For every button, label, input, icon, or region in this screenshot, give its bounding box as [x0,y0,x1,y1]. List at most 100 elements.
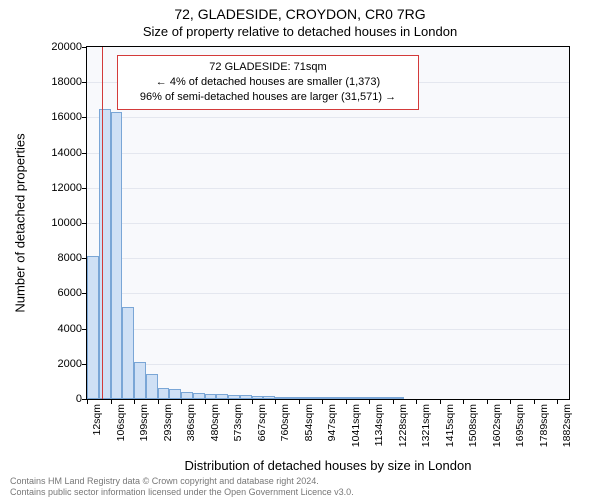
chart-container: 72, GLADESIDE, CROYDON, CR0 7RG Size of … [0,0,600,500]
ytick-label: 14000 [22,148,82,159]
xtick-mark [346,399,347,404]
xtick-label: 760sqm [279,404,291,464]
xtick-label: 106sqm [115,404,127,464]
xtick-mark [252,399,253,404]
footer-text: Contains HM Land Registry data © Crown c… [10,476,354,497]
xtick-mark [416,399,417,404]
gridline [87,188,569,189]
ytick-label: 16000 [22,112,82,123]
ytick-mark [82,47,87,48]
ytick-label: 18000 [22,77,82,88]
histogram-bar [158,388,170,399]
annotation-line: 72 GLADESIDE: 71sqm [126,60,410,75]
chart-title-address: 72, GLADESIDE, CROYDON, CR0 7RG [0,6,600,22]
histogram-bar [216,394,228,399]
ytick-mark [82,223,87,224]
xtick-label: 199sqm [138,404,150,464]
histogram-bar [369,397,381,399]
xtick-label: 480sqm [209,404,221,464]
histogram-bar [134,362,146,399]
histogram-bar [240,395,252,399]
histogram-bar [322,397,334,399]
xtick-label: 1134sqm [373,404,385,464]
ytick-label: 4000 [22,324,82,335]
ytick-label: 20000 [22,42,82,53]
histogram-bar [346,397,358,399]
xtick-mark [393,399,394,404]
annotation-box: 72 GLADESIDE: 71sqm← 4% of detached hous… [117,55,419,110]
xtick-label: 1321sqm [420,404,432,464]
xtick-mark [111,399,112,404]
xtick-label: 667sqm [256,404,268,464]
gridline [87,293,569,294]
xtick-mark [557,399,558,404]
xtick-label: 386sqm [185,404,197,464]
xtick-mark [440,399,441,404]
chart-title-description: Size of property relative to detached ho… [0,24,600,39]
xtick-label: 1508sqm [467,404,479,464]
xtick-mark [369,399,370,404]
histogram-bar [299,397,311,399]
ytick-label: 10000 [22,218,82,229]
histogram-bar [263,396,275,399]
xtick-label: 1602sqm [491,404,503,464]
histogram-bar [357,397,369,399]
histogram-bar [146,374,158,399]
ytick-mark [82,82,87,83]
xtick-mark [534,399,535,404]
gridline [87,117,569,118]
xtick-label: 1882sqm [561,404,573,464]
footer-line-2: Contains public sector information licen… [10,487,354,497]
histogram-bar [275,397,287,399]
xtick-mark [487,399,488,404]
histogram-bar [193,393,205,399]
xtick-mark [228,399,229,404]
xtick-label: 1415sqm [444,404,456,464]
xtick-mark [158,399,159,404]
xtick-mark [181,399,182,404]
plot-area: 72 GLADESIDE: 71sqm← 4% of detached hous… [86,46,570,400]
histogram-bar [122,307,134,399]
gridline [87,258,569,259]
xtick-label: 293sqm [162,404,174,464]
ytick-label: 6000 [22,288,82,299]
xtick-mark [463,399,464,404]
xtick-label: 1228sqm [397,404,409,464]
xtick-mark [134,399,135,404]
histogram-bar [310,397,322,399]
ytick-label: 8000 [22,253,82,264]
footer-line-1: Contains HM Land Registry data © Crown c… [10,476,354,486]
annotation-line: 96% of semi-detached houses are larger (… [126,90,410,105]
histogram-bar [87,256,99,399]
xtick-mark [275,399,276,404]
histogram-bar [381,397,393,399]
ytick-mark [82,117,87,118]
histogram-bar [205,394,217,399]
xtick-mark [87,399,88,404]
gridline [87,153,569,154]
gridline [87,223,569,224]
gridline [87,329,569,330]
annotation-line: ← 4% of detached houses are smaller (1,3… [126,75,410,90]
ytick-mark [82,188,87,189]
histogram-bar [169,389,181,399]
xtick-label: 1789sqm [538,404,550,464]
ytick-label: 0 [22,394,82,405]
property-marker-line [102,47,103,399]
xtick-label: 1041sqm [350,404,362,464]
gridline [87,364,569,365]
xtick-mark [510,399,511,404]
ytick-mark [82,153,87,154]
ytick-label: 12000 [22,183,82,194]
xtick-mark [205,399,206,404]
histogram-bar [181,392,193,399]
xtick-label: 1695sqm [514,404,526,464]
xtick-label: 12sqm [91,404,103,464]
histogram-bar [334,397,346,399]
histogram-bar [99,109,111,399]
xtick-mark [299,399,300,404]
histogram-bar [287,397,299,399]
histogram-bar [393,397,405,399]
histogram-bar [228,395,240,399]
xtick-mark [322,399,323,404]
